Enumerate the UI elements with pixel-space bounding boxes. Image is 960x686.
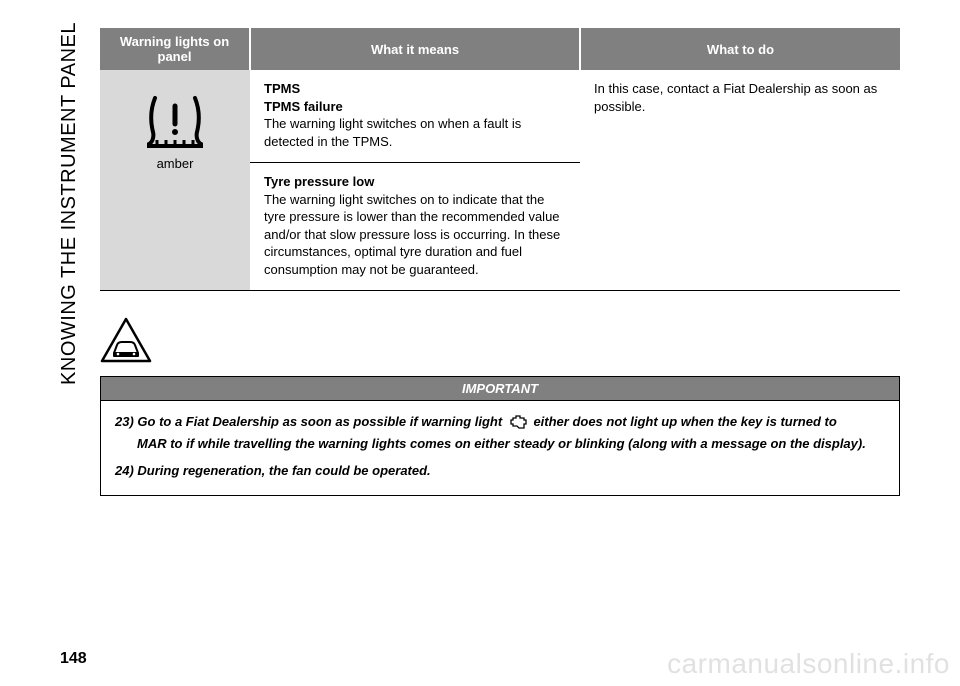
note-23: 23) Go to a Fiat Dealership as soon as p… — [115, 413, 885, 454]
tpms-failure-body: The warning light switches on when a fau… — [264, 115, 566, 150]
watermark: carmanualsonline.info — [667, 648, 950, 680]
meaning-top: TPMS TPMS failure The warning light swit… — [250, 70, 580, 163]
tpms-title: TPMS — [264, 80, 566, 98]
meaning-cell: TPMS TPMS failure The warning light swit… — [250, 70, 580, 291]
note-23-c: MAR to if while travelling the warning l… — [115, 435, 885, 454]
th-what-it-means: What it means — [250, 28, 580, 70]
tpms-icon — [145, 94, 205, 150]
notes-box: 23) Go to a Fiat Dealership as soon as p… — [100, 401, 900, 496]
meaning-bot: Tyre pressure low The warning light swit… — [250, 163, 580, 290]
note-24: 24) During regeneration, the fan could b… — [115, 462, 885, 481]
tyre-pressure-body: The warning light switches on to indicat… — [264, 191, 566, 279]
th-warning-lights: Warning lights on panel — [100, 28, 250, 70]
table-header-row: Warning lights on panel What it means Wh… — [100, 28, 900, 70]
th-warning-lights-l2: panel — [158, 49, 192, 64]
important-bar: IMPORTANT — [100, 376, 900, 401]
car-warning-icon — [100, 317, 900, 368]
page: KNOWING THE INSTRUMENT PANEL Warning lig… — [0, 0, 960, 686]
th-warning-lights-l1: Warning lights on — [120, 34, 229, 49]
todo-cell: In this case, contact a Fiat Dealership … — [580, 70, 900, 291]
th-what-to-do: What to do — [580, 28, 900, 70]
page-number: 148 — [60, 650, 87, 668]
amber-label: amber — [108, 156, 242, 171]
tyre-pressure-title: Tyre pressure low — [264, 173, 566, 191]
note-23-b: either does not light up when the key is… — [533, 414, 836, 429]
warning-table: Warning lights on panel What it means Wh… — [100, 28, 900, 291]
table-row: amber TPMS TPMS failure The warning ligh… — [100, 70, 900, 291]
warning-icon-cell: amber — [100, 70, 250, 291]
engine-icon — [508, 415, 528, 435]
note-23-a: 23) Go to a Fiat Dealership as soon as p… — [115, 414, 506, 429]
tpms-failure-title: TPMS failure — [264, 98, 566, 116]
section-label: KNOWING THE INSTRUMENT PANEL — [58, 22, 81, 385]
